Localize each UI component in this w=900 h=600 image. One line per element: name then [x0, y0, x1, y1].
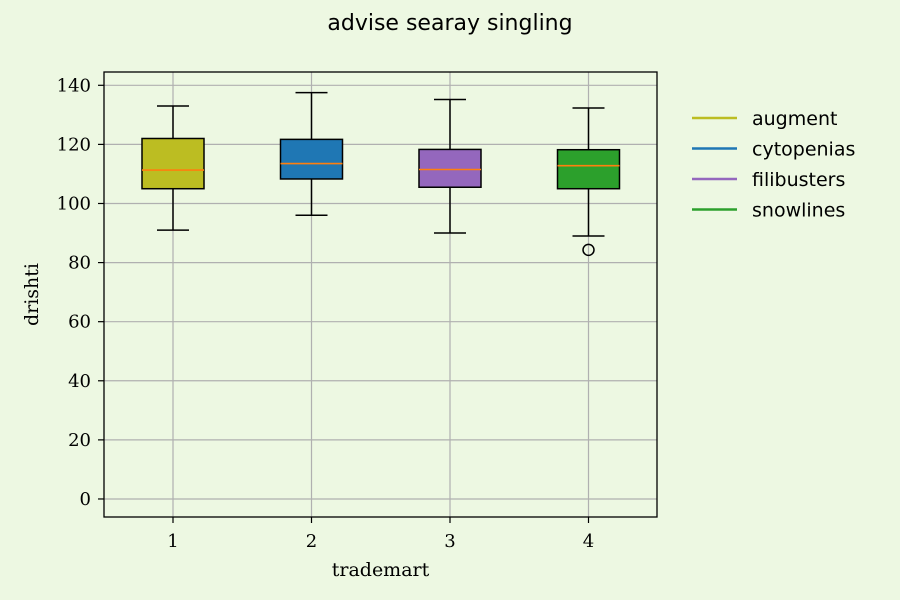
x-tick-label: 1	[167, 531, 178, 552]
x-tick-label: 4	[583, 531, 594, 552]
legend-label: cytopenias	[752, 139, 855, 161]
box-filibusters	[418, 98, 482, 234]
y-tick-label: 20	[68, 430, 91, 451]
box-body	[141, 137, 205, 190]
legend: augment cytopenias filibusters snowlines	[692, 108, 855, 222]
legend-item-cytopenias: cytopenias	[692, 139, 855, 161]
y-tick-label: 60	[68, 312, 91, 333]
y-tick-label: 80	[68, 253, 91, 274]
box-body	[556, 148, 621, 190]
legend-item-augment: augment	[692, 108, 837, 130]
box-body	[418, 148, 482, 188]
x-tick-label: 3	[444, 531, 455, 552]
box-body	[279, 138, 344, 180]
legend-label: snowlines	[752, 200, 845, 222]
boxes	[141, 91, 621, 257]
box-snowlines	[556, 107, 621, 257]
y-tick-label: 100	[57, 193, 91, 214]
x-tick-label: 2	[306, 531, 317, 552]
legend-item-filibusters: filibusters	[692, 169, 845, 191]
y-axis-label: drishti	[21, 263, 43, 326]
box-cytopenias	[279, 91, 344, 217]
ticks: 0 20 40 60 80 100 120 140 1 2 3 4	[57, 75, 595, 552]
y-tick-label: 0	[80, 489, 91, 510]
legend-label: filibusters	[752, 169, 845, 191]
outlier-point	[582, 243, 595, 257]
y-tick-label: 120	[57, 134, 91, 155]
y-tick-label: 40	[68, 371, 91, 392]
plot-frame	[103, 71, 658, 518]
x-axis-label: trademart	[332, 559, 430, 581]
legend-label: augment	[752, 108, 837, 130]
y-tick-label: 140	[57, 75, 91, 96]
legend-item-snowlines: snowlines	[692, 200, 845, 222]
chart-title: advise searay singling	[327, 11, 572, 36]
box-augment	[141, 105, 205, 231]
